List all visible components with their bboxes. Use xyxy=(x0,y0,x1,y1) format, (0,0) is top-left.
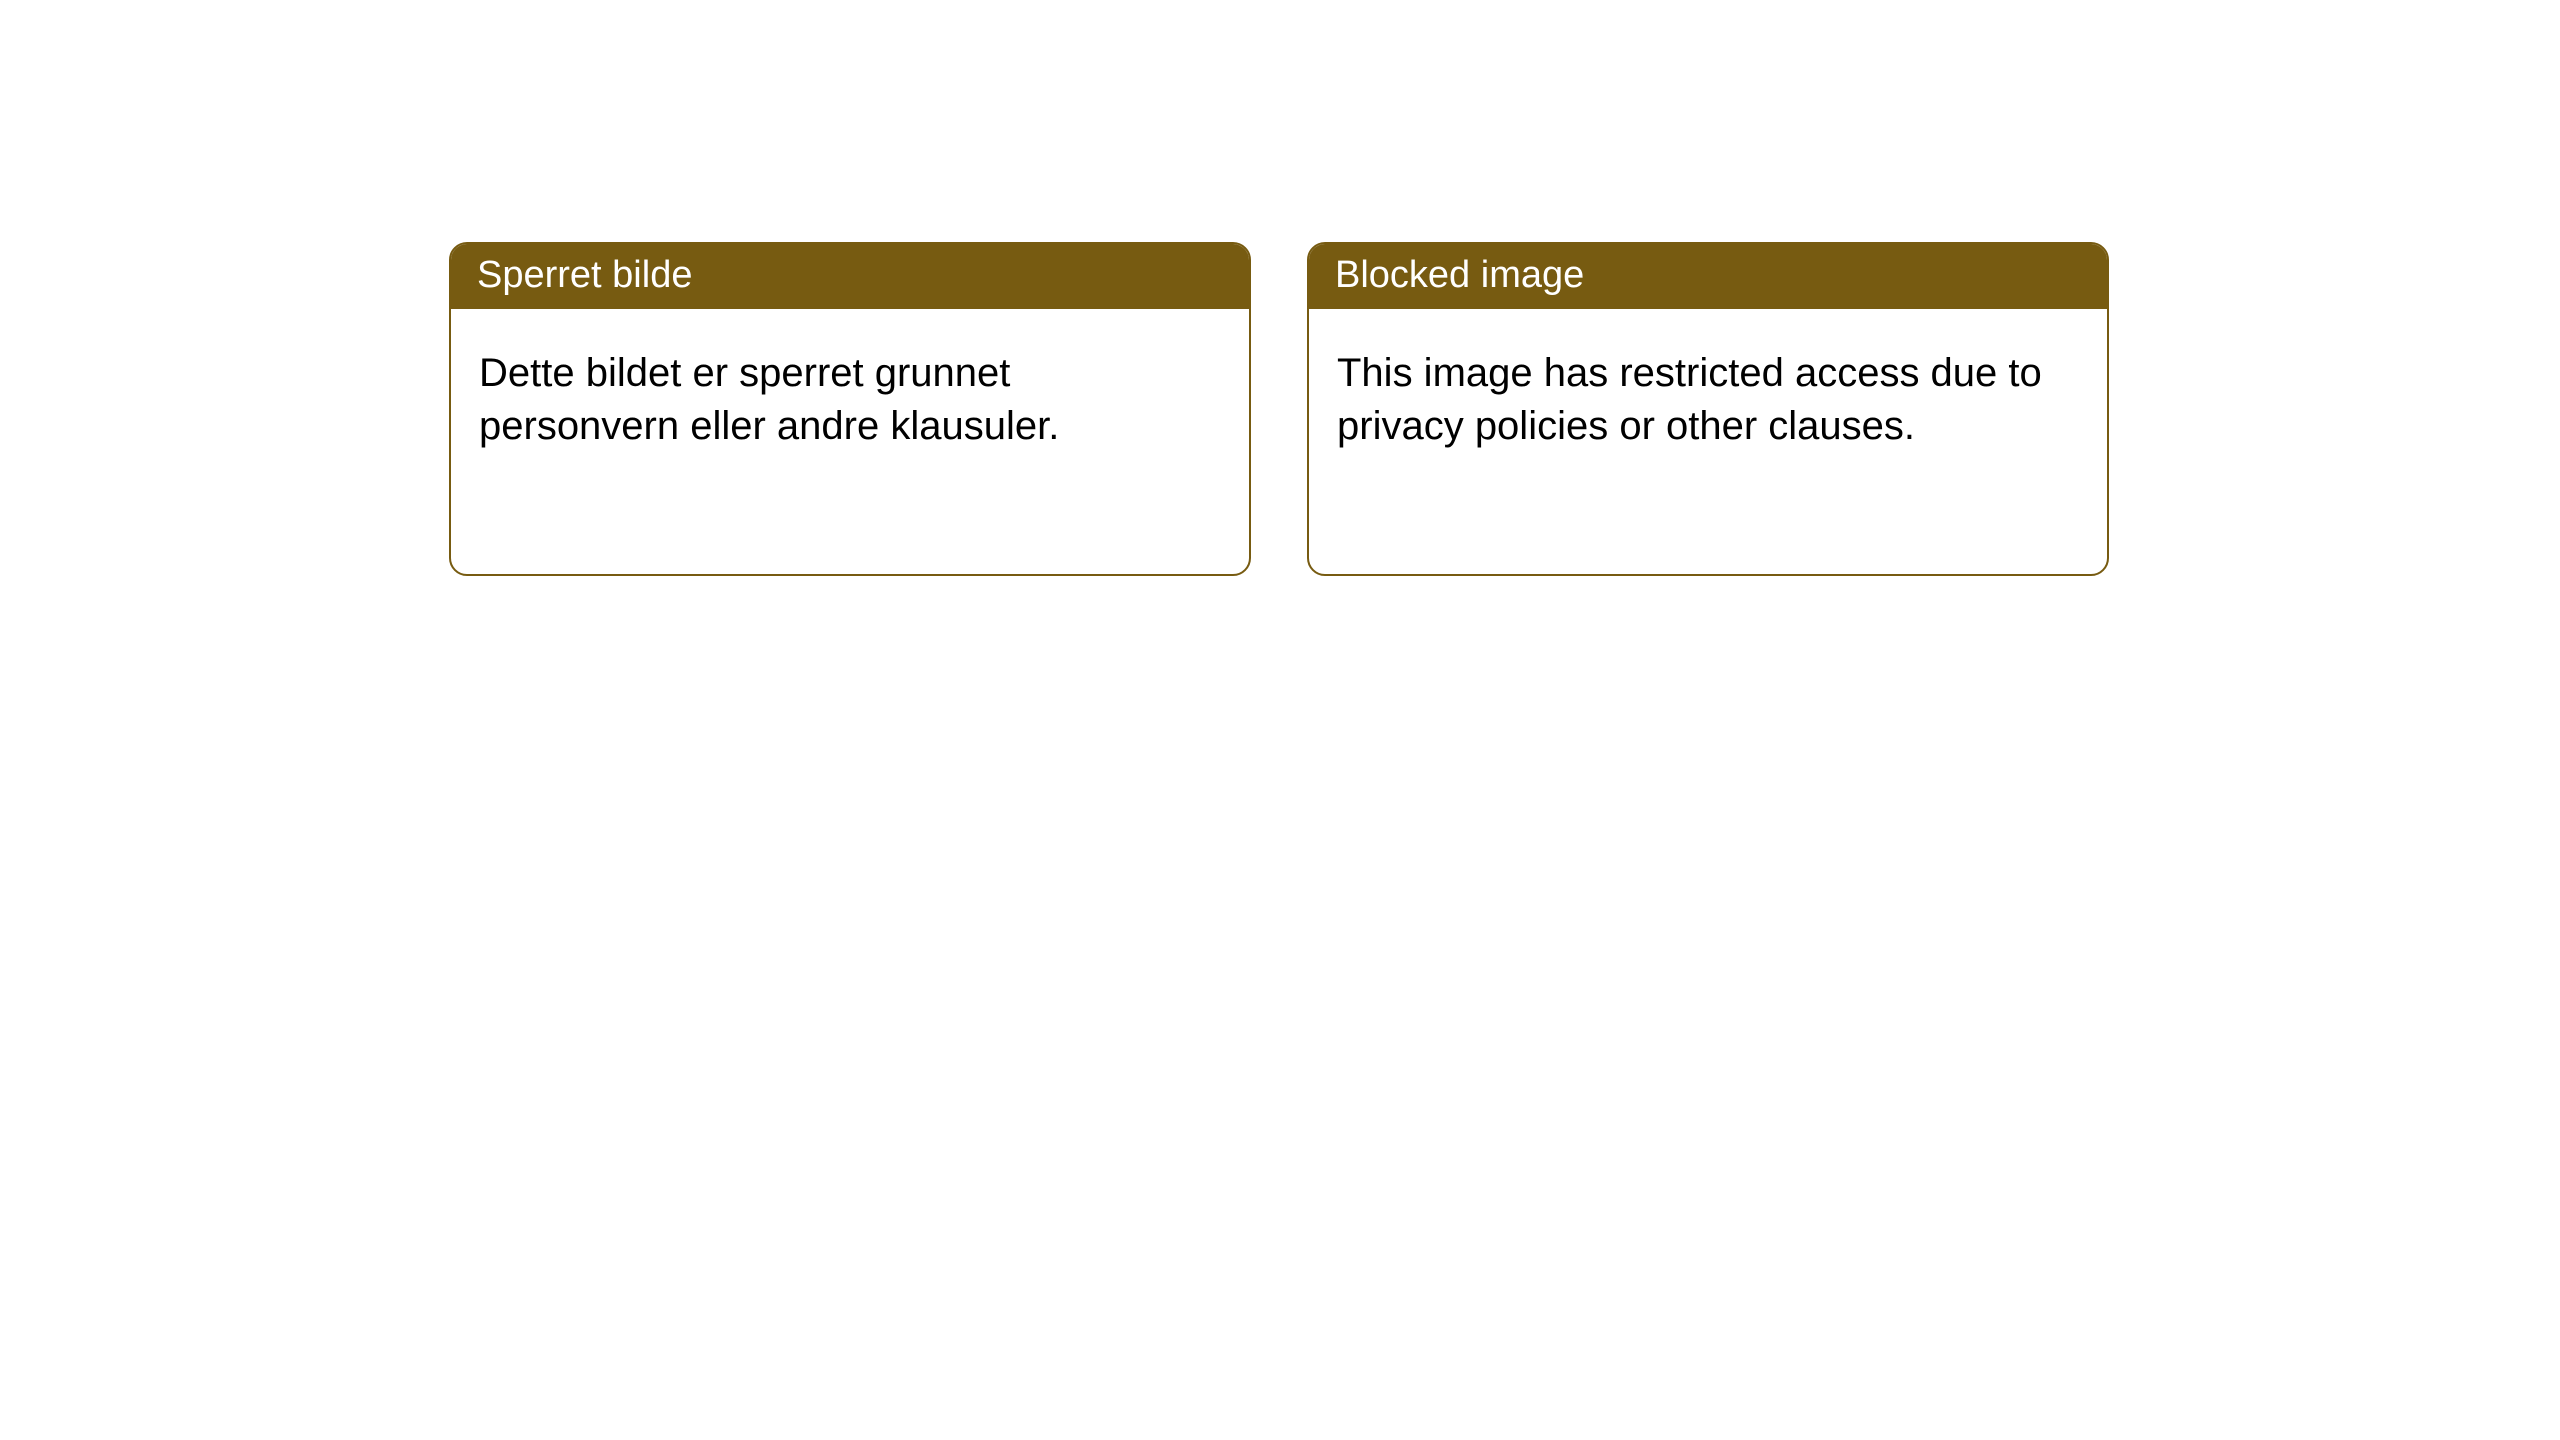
card-body: This image has restricted access due to … xyxy=(1309,309,2107,491)
card-body: Dette bildet er sperret grunnet personve… xyxy=(451,309,1249,491)
card-title: Sperret bilde xyxy=(451,244,1249,309)
notice-container: Sperret bilde Dette bildet er sperret gr… xyxy=(0,0,2560,576)
notice-card-english: Blocked image This image has restricted … xyxy=(1307,242,2109,576)
card-title: Blocked image xyxy=(1309,244,2107,309)
notice-card-norwegian: Sperret bilde Dette bildet er sperret gr… xyxy=(449,242,1251,576)
